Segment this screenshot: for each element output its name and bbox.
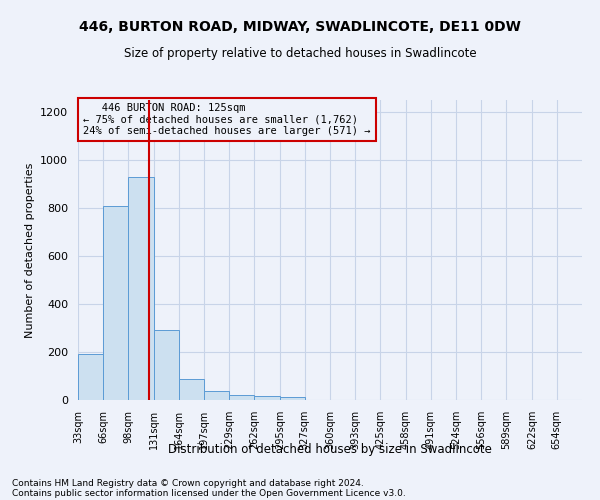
Text: Contains HM Land Registry data © Crown copyright and database right 2024.: Contains HM Land Registry data © Crown c… xyxy=(12,478,364,488)
Text: Distribution of detached houses by size in Swadlincote: Distribution of detached houses by size … xyxy=(168,442,492,456)
Y-axis label: Number of detached properties: Number of detached properties xyxy=(25,162,35,338)
Text: Contains public sector information licensed under the Open Government Licence v3: Contains public sector information licen… xyxy=(12,488,406,498)
Text: 446 BURTON ROAD: 125sqm
← 75% of detached houses are smaller (1,762)
24% of semi: 446 BURTON ROAD: 125sqm ← 75% of detache… xyxy=(83,103,371,136)
Bar xyxy=(229,395,254,400)
Bar xyxy=(280,397,305,400)
Text: 446, BURTON ROAD, MIDWAY, SWADLINCOTE, DE11 0DW: 446, BURTON ROAD, MIDWAY, SWADLINCOTE, D… xyxy=(79,20,521,34)
Bar xyxy=(103,206,128,400)
Bar xyxy=(179,379,205,400)
Bar xyxy=(154,330,179,400)
Bar xyxy=(128,178,154,400)
Bar xyxy=(254,396,280,400)
Bar xyxy=(205,392,229,400)
Text: Size of property relative to detached houses in Swadlincote: Size of property relative to detached ho… xyxy=(124,48,476,60)
Bar xyxy=(78,354,103,400)
